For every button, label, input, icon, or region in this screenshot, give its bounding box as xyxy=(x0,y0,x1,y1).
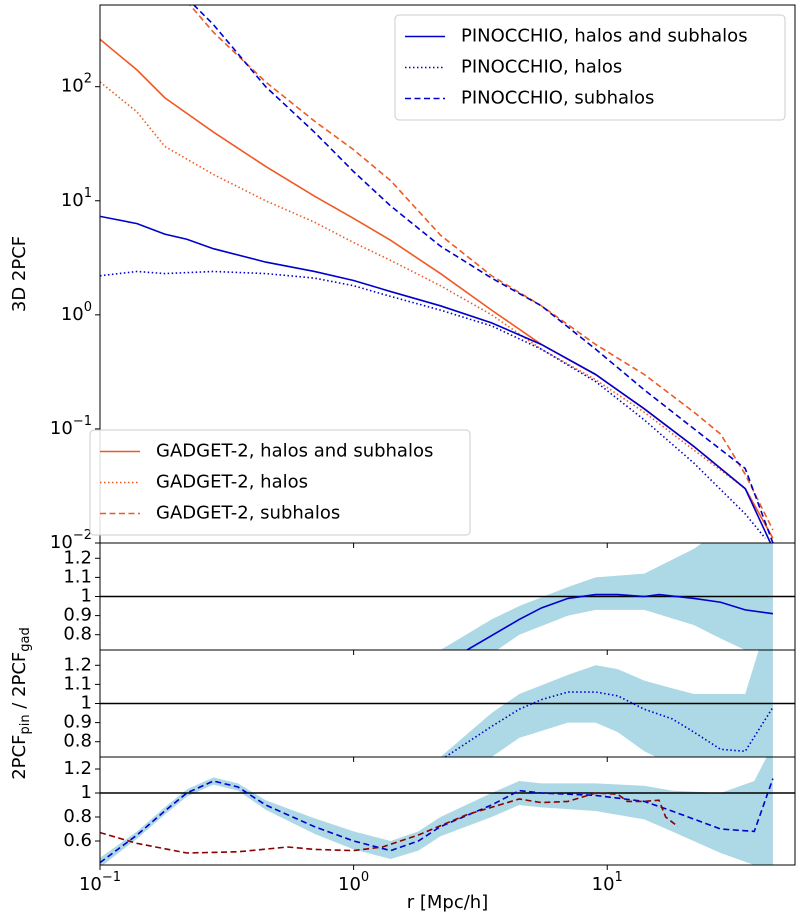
series-line xyxy=(100,792,679,854)
tick-exponent: −2 xyxy=(73,528,92,543)
series-line xyxy=(192,5,774,543)
y-tick-label: 1 xyxy=(81,693,92,714)
tick-base: 10 xyxy=(50,532,73,553)
y-tick-label: 1 xyxy=(81,586,92,607)
tick-exponent: 2 xyxy=(84,71,92,86)
tick-exponent: 1 xyxy=(84,185,92,200)
series-line xyxy=(100,215,772,543)
legend-label: PINOCCHIO, halos and subhalos xyxy=(461,26,748,47)
series-line xyxy=(444,691,774,757)
x-tick-label: 101 xyxy=(592,870,623,896)
y-tick-label: 0.8 xyxy=(63,624,92,645)
y-tick-label: 100 xyxy=(61,299,92,325)
tick-base: 10 xyxy=(61,190,84,211)
y-tick-label: 0.8 xyxy=(63,806,92,827)
y-tick-label: 0.6 xyxy=(63,830,92,851)
tick-base: 10 xyxy=(61,76,84,97)
plot-area xyxy=(100,757,795,865)
tick-exponent: 0 xyxy=(84,299,92,314)
plot-area xyxy=(100,543,795,650)
plot-area xyxy=(100,650,795,757)
legend-label: GADGET-2, halos xyxy=(156,472,308,493)
y-tick-label: 0.9 xyxy=(63,605,92,626)
y-tick-label: 1.2 xyxy=(63,547,92,568)
tick-base: 10 xyxy=(61,304,84,325)
label-text: / 2PCF xyxy=(9,652,30,715)
tick-base: 10 xyxy=(592,874,615,895)
label-text: 2PCF xyxy=(9,735,30,780)
label-subscript: gad xyxy=(18,627,33,651)
tick-exponent: −1 xyxy=(73,413,92,428)
label-subscript: pin xyxy=(18,714,33,734)
y-tick-label: 10−2 xyxy=(50,528,92,554)
y-tick-label: 0.9 xyxy=(63,712,92,733)
y-tick-label: 101 xyxy=(61,185,92,211)
x-axis-label: r [Mpc/h] xyxy=(407,892,489,913)
y-tick-label: 1 xyxy=(81,782,92,803)
error-band xyxy=(100,757,773,865)
legend-label: PINOCCHIO, subhalos xyxy=(461,88,654,109)
series-line xyxy=(100,81,774,539)
tick-exponent: 0 xyxy=(361,870,369,885)
y-tick-label: 1.2 xyxy=(63,654,92,675)
y-tick-label: 1.1 xyxy=(63,673,92,694)
tick-base: 10 xyxy=(79,874,102,895)
y-axis-label: 3D 2PCF xyxy=(9,236,30,312)
axes-frame xyxy=(99,756,796,866)
legend-label: GADGET-2, subhalos xyxy=(156,503,340,524)
y-tick-label: 10−1 xyxy=(50,413,92,439)
tick-exponent: −1 xyxy=(102,870,121,885)
series-line xyxy=(100,270,766,539)
legend-label: PINOCCHIO, halos xyxy=(461,57,622,78)
tick-exponent: 1 xyxy=(615,870,623,885)
plot-area xyxy=(100,5,774,543)
y-tick-label: 102 xyxy=(61,71,92,97)
legend-label: GADGET-2, halos and subhalos xyxy=(156,441,433,462)
y-axis-label: 2PCFpin / 2PCFgad xyxy=(9,627,33,780)
y-tick-label: 0.8 xyxy=(63,731,92,752)
series-line xyxy=(188,5,774,531)
tick-base: 10 xyxy=(50,418,73,439)
y-tick-label: 1.1 xyxy=(63,566,92,587)
tick-base: 10 xyxy=(338,874,361,895)
y-tick-label: 1.2 xyxy=(63,758,92,779)
legend-box xyxy=(89,429,471,536)
series-line xyxy=(466,593,774,650)
x-tick-label: 10−1 xyxy=(79,870,121,896)
x-tick-label: 100 xyxy=(338,870,369,896)
legend-box xyxy=(394,14,786,121)
